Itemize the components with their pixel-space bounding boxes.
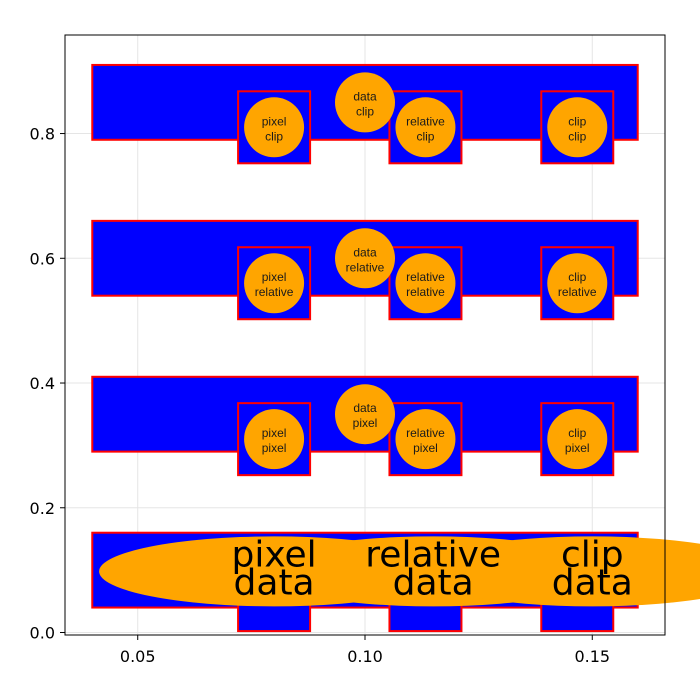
marker-label-line1: clip: [568, 426, 586, 440]
big-marker-label-line1: relative: [365, 534, 501, 575]
big-marker-label-line2: data: [393, 562, 474, 603]
marker-label-line1: data: [353, 89, 377, 103]
x-tick-label: 0.15: [574, 647, 610, 666]
marker-label-line2: relative: [406, 285, 445, 299]
big-marker-label-line1: pixel: [231, 534, 316, 575]
marker-label-line2: relative: [255, 285, 294, 299]
marker-label-line1: relative: [406, 270, 445, 284]
marker-label-line2: relative: [346, 260, 385, 274]
data-rows: pixelclipdatacliprelativeclipclipclippix…: [91, 63, 700, 633]
marker-label-line1: pixel: [262, 270, 287, 284]
marker-circle: [395, 97, 456, 158]
y-tick-label: 0.4: [30, 374, 55, 393]
marker-circle: [547, 253, 608, 314]
x-tick-label: 0.05: [120, 647, 156, 666]
y-tick-label: 0.6: [30, 249, 55, 268]
big-marker-label-line2: data: [552, 562, 633, 603]
marker-label-line2: clip: [265, 129, 283, 143]
marker-circle: [395, 253, 456, 314]
axes: 0.05 0.10 0.15 0.0 0.2 0.4 0.6 0.8: [30, 34, 666, 666]
big-marker-label-line1: clip: [561, 534, 624, 575]
marker-label-line1: clip: [568, 114, 586, 128]
marker-circle: [244, 409, 305, 470]
marker-label-line1: relative: [406, 426, 445, 440]
big-marker-label-line2: data: [234, 562, 315, 603]
marker-label-line1: data: [353, 245, 377, 259]
marker-circle: [335, 228, 395, 289]
y-tick-label: 0.0: [30, 624, 55, 643]
marker-label-line1: data: [353, 401, 377, 415]
y-tick-label: 0.8: [30, 125, 55, 144]
marker-label-line1: pixel: [262, 426, 287, 440]
marker-label-line1: clip: [568, 270, 586, 284]
marker-label-line1: relative: [406, 114, 445, 128]
marker-circle: [395, 409, 456, 470]
marker-label-line2: pixel: [565, 441, 590, 455]
marker-circle: [547, 409, 608, 470]
marker-label-line2: clip: [416, 129, 434, 143]
marker-label-line2: pixel: [413, 441, 438, 455]
marker-label-line2: pixel: [262, 441, 287, 455]
x-tick-label: 0.10: [347, 647, 383, 666]
marker-label-line2: clip: [356, 104, 374, 118]
marker-circle: [244, 97, 305, 158]
y-tick-label: 0.2: [30, 499, 55, 518]
marker-label-line2: relative: [558, 285, 597, 299]
marker-circle: [335, 384, 395, 445]
marker-circle: [335, 72, 395, 133]
marker-label-line2: pixel: [353, 416, 378, 430]
marker-label-line2: clip: [568, 129, 586, 143]
marker-circle: [547, 97, 608, 158]
marker-circle: [244, 253, 305, 314]
marker-label-line1: pixel: [262, 114, 287, 128]
big-marker-ellipse: [417, 536, 700, 607]
